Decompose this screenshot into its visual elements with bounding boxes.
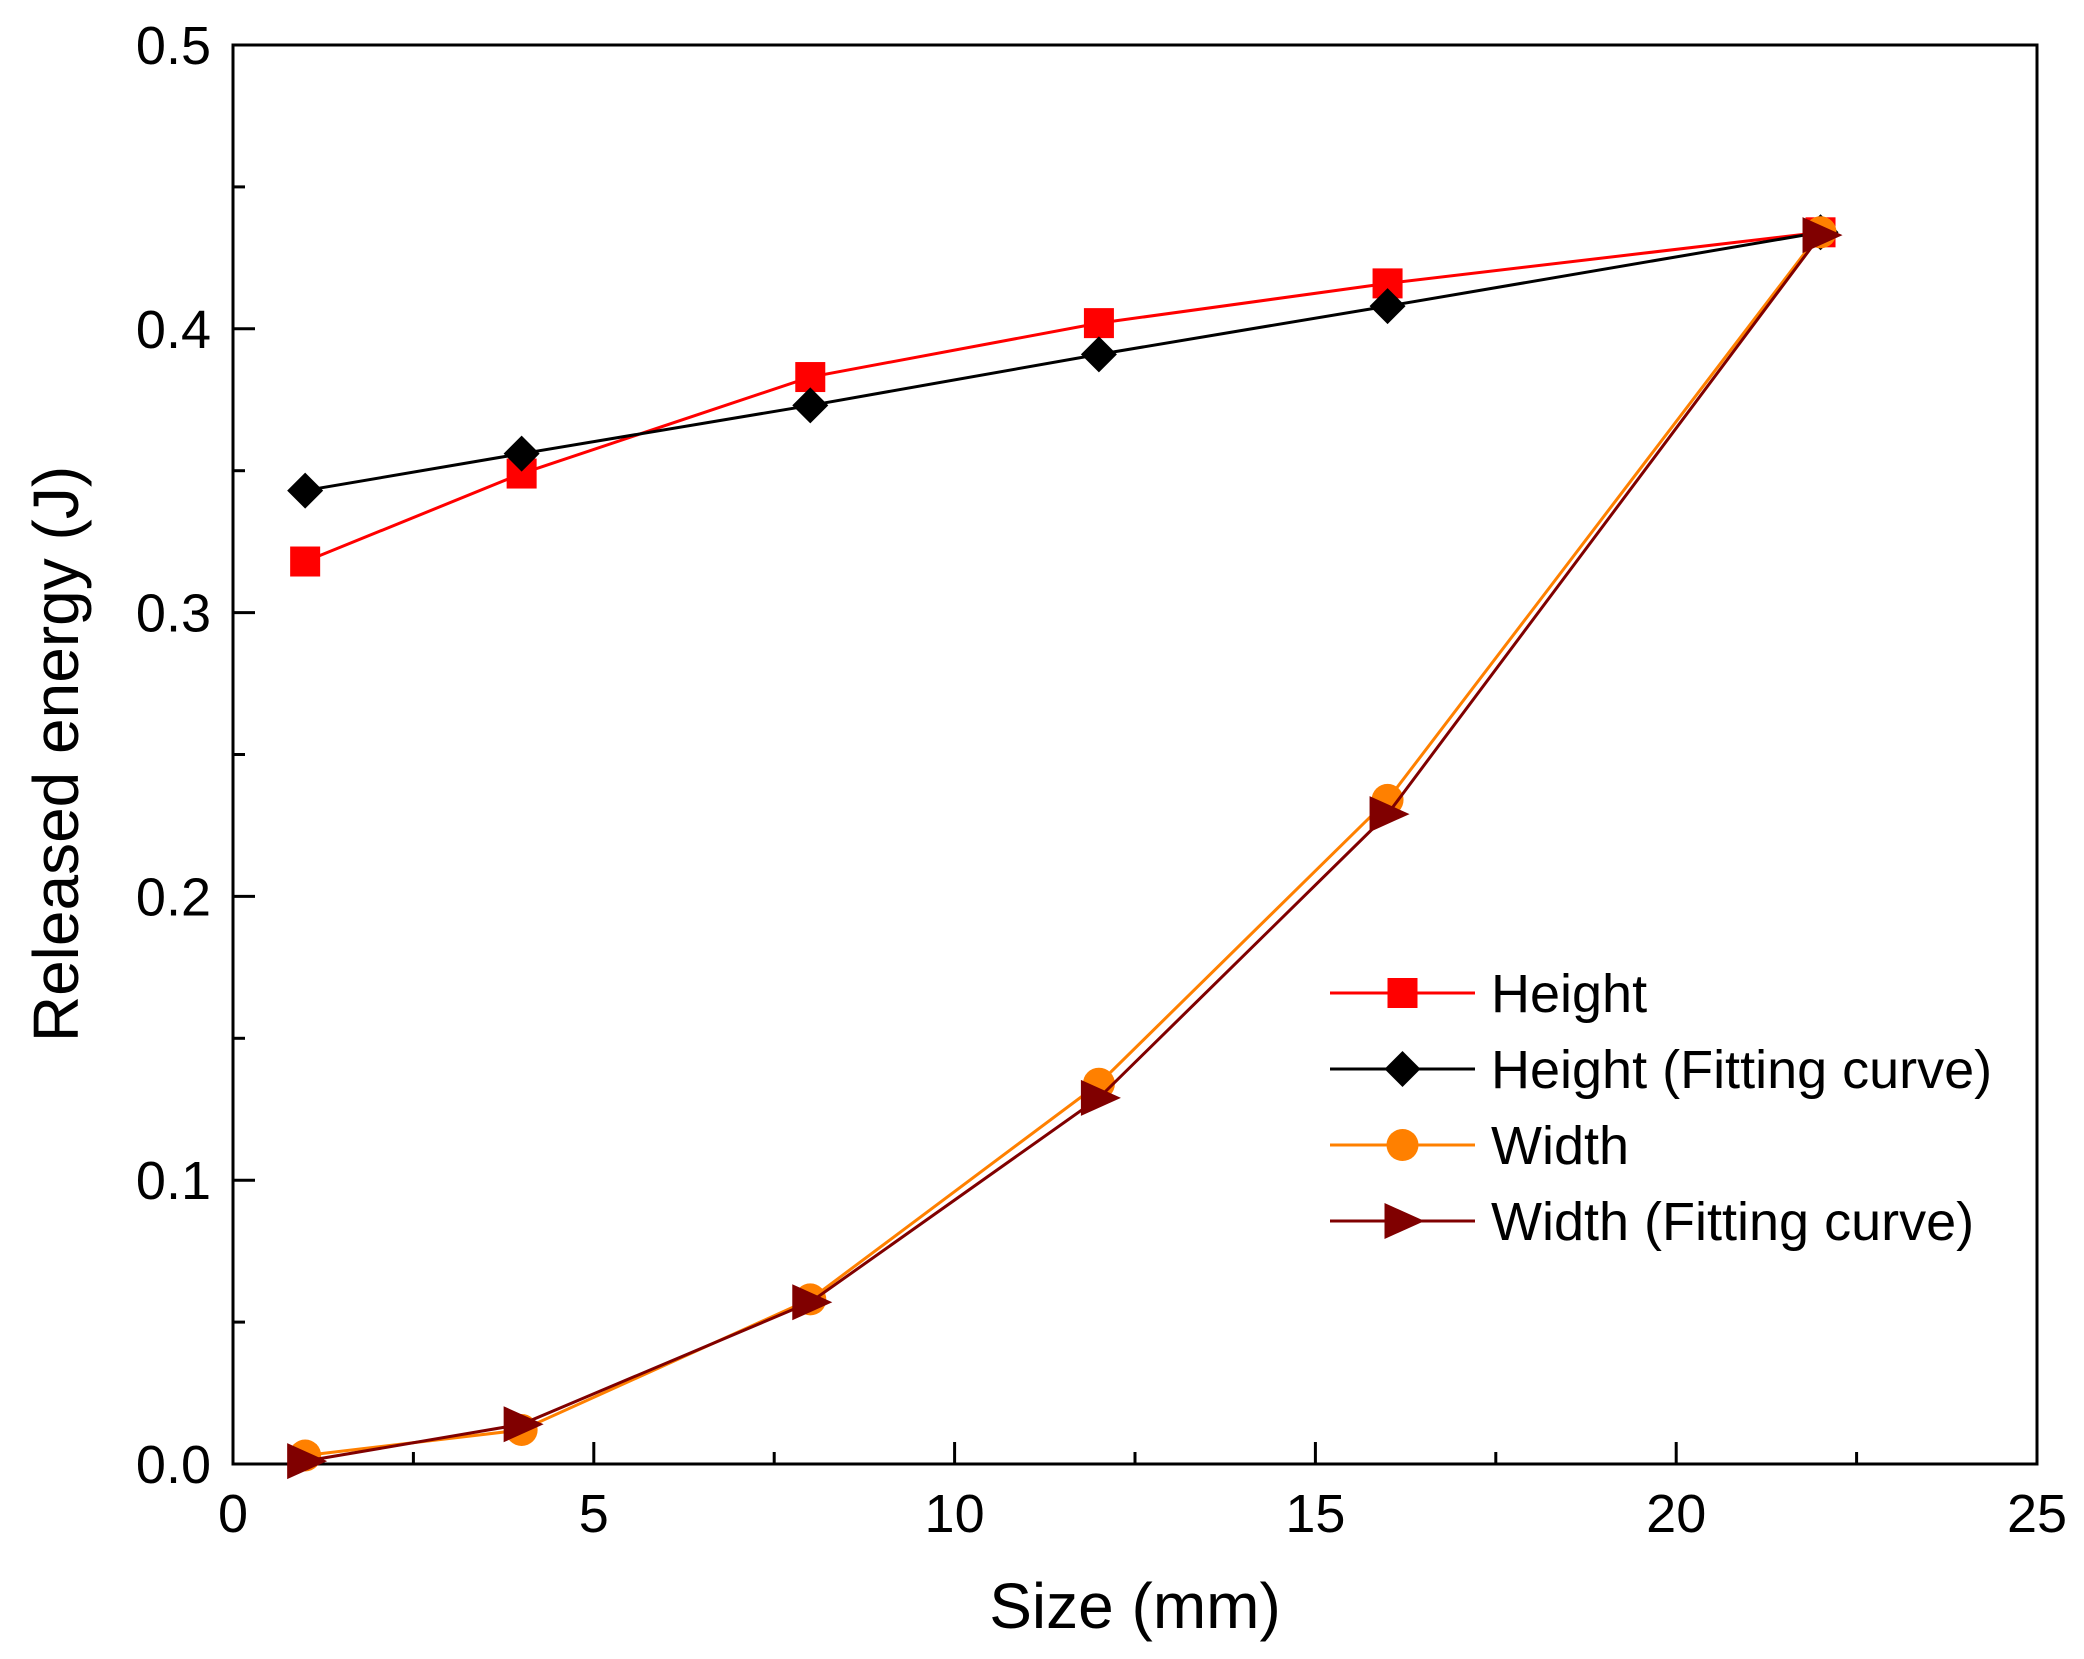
data-point [795,362,826,393]
y-axis: 0.0 0.1 0.2 0.3 0.4 0.5 [136,16,255,1495]
y-tick-label: 0.5 [136,16,211,76]
data-point [287,472,324,509]
data-point [792,1284,833,1321]
legend-label: Width [1491,1116,1629,1176]
data-point [503,435,540,472]
x-axis: 0 5 10 15 20 25 [218,1442,2067,1544]
data-point [1802,217,1843,254]
legend-label: Height [1491,964,1647,1024]
x-tick-label: 25 [2007,1484,2067,1544]
y-tick-label: 0.3 [136,584,211,644]
data-point [287,1443,328,1480]
legend-entry: Height (Fitting curve) [1330,1040,1992,1100]
data-point [1080,336,1117,373]
series-line [304,231,1822,1457]
y-tick-label: 0.0 [136,1435,211,1495]
legend-label: Width (Fitting curve) [1491,1192,1974,1252]
legend-label: Height (Fitting curve) [1491,1040,1992,1100]
series-layer [287,214,1843,1480]
data-point [1080,1079,1121,1116]
y-axis-title: Released energy (J) [20,466,92,1042]
series-line [304,230,1821,493]
data-point [792,387,829,424]
legend-entry: Height [1330,964,1647,1024]
series-3 [287,217,1843,1480]
data-point [1369,288,1406,325]
legend-marker [1387,978,1418,1008]
y-tick-label: 0.4 [136,300,211,360]
legend-entry: Width (Fitting curve) [1330,1192,1974,1252]
data-point [503,1406,544,1443]
x-tick-label: 20 [1646,1484,1706,1544]
data-point [1369,796,1410,833]
legend: Height Height (Fitting curve) Width Width (… [1330,964,1992,1252]
x-tick-label: 10 [925,1484,985,1544]
legend-marker [1384,1051,1421,1087]
legend-entry: Width [1330,1116,1629,1176]
y-tick-label: 0.2 [136,867,211,927]
x-axis-title: Size (mm) [989,1570,1281,1642]
legend-marker [1384,1203,1425,1239]
data-point [1083,308,1114,339]
series-line [304,230,1821,563]
x-tick-label: 5 [579,1484,609,1544]
x-tick-label: 0 [218,1484,248,1544]
series-2 [289,216,1837,1472]
x-tick-label: 15 [1285,1484,1345,1544]
y-tick-label: 0.1 [136,1151,211,1211]
data-point [290,546,321,577]
legend-marker [1386,1129,1419,1161]
series-line [304,234,1822,1463]
